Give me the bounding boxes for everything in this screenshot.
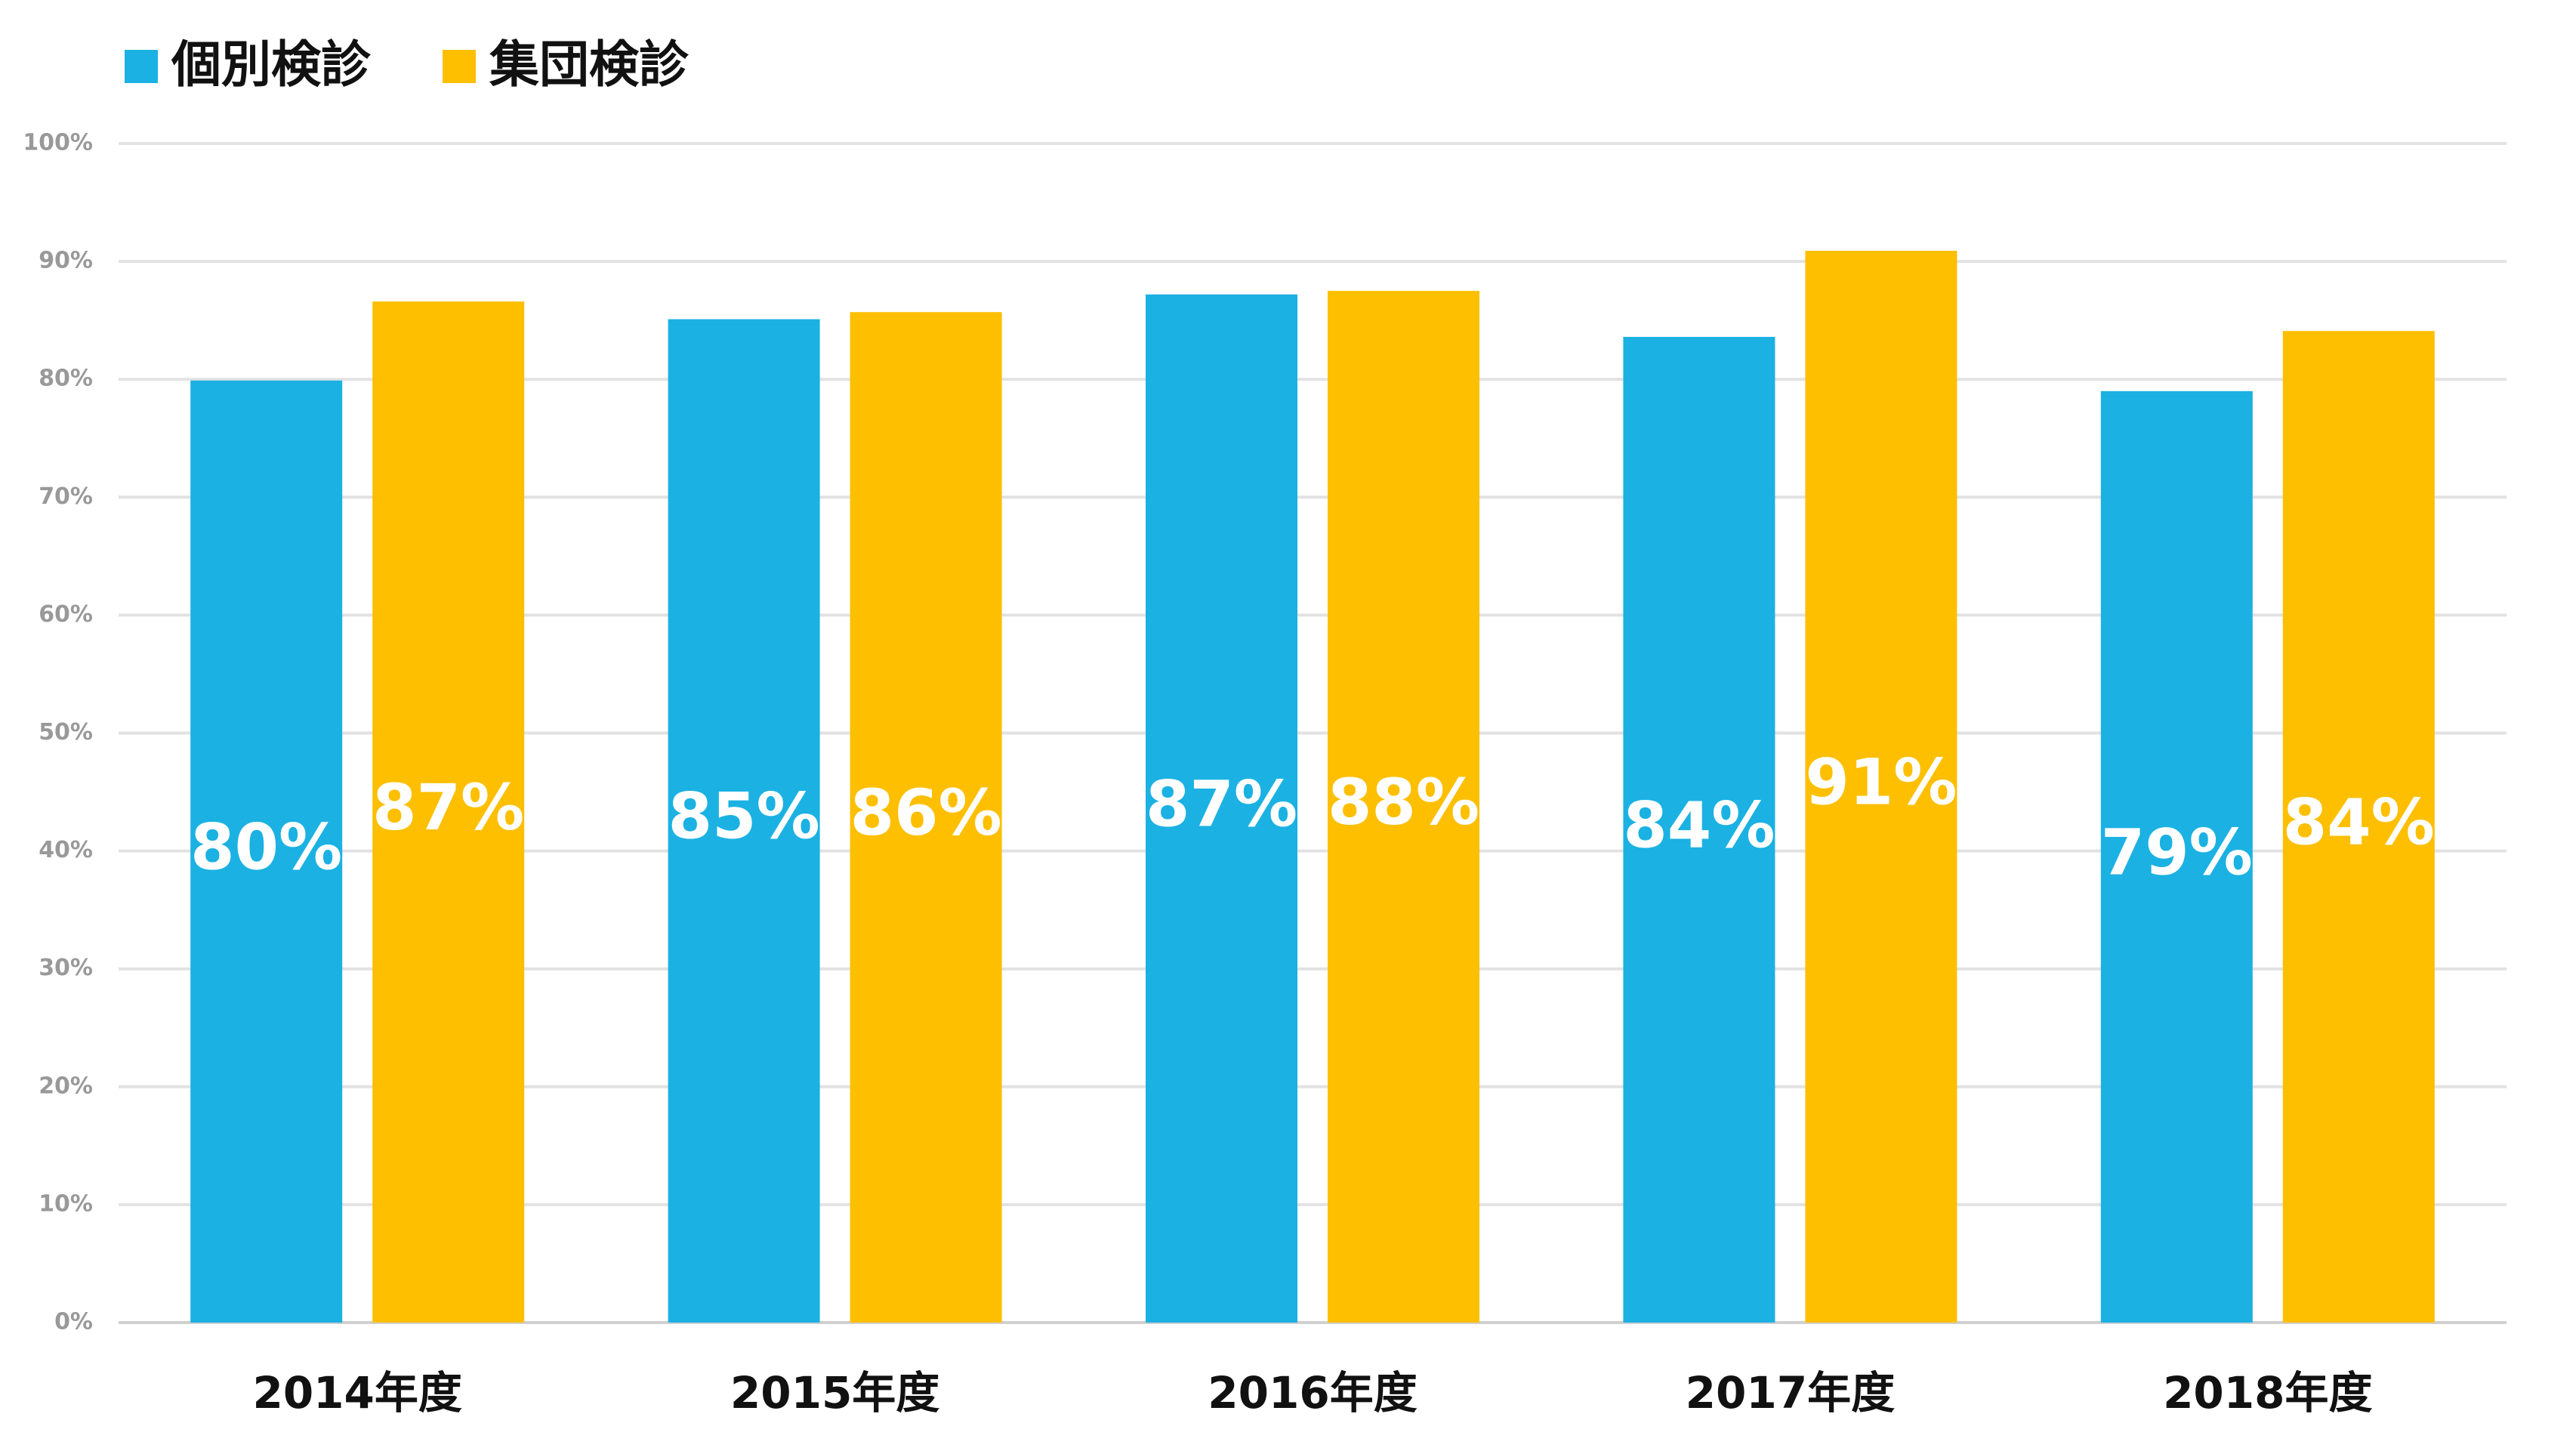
value-label: 80%: [190, 810, 342, 884]
value-label: 88%: [1328, 765, 1479, 839]
value-label: 91%: [1805, 745, 1957, 819]
value-label: 85%: [668, 779, 820, 854]
y-tick-label: 30%: [39, 955, 93, 981]
legend-swatch: [125, 50, 158, 83]
legend-label: 個別検診: [171, 36, 372, 94]
bar: [1805, 251, 1957, 1323]
value-label: 84%: [2283, 786, 2435, 860]
legend-label: 集団検診: [489, 36, 690, 94]
value-label: 84%: [1623, 788, 1775, 862]
legend-swatch: [443, 50, 476, 83]
y-tick-label: 50%: [39, 719, 93, 746]
y-tick-label: 80%: [39, 366, 93, 392]
x-tick-label: 2017年度: [1686, 1367, 1895, 1418]
bar: [668, 319, 820, 1323]
y-tick-label: 100%: [23, 130, 93, 156]
x-tick-label: 2014年度: [252, 1367, 461, 1418]
value-label: 79%: [2101, 815, 2253, 889]
bar: [1146, 294, 1297, 1323]
y-tick-label: 70%: [39, 483, 93, 510]
bar: [1623, 337, 1775, 1323]
bar: [1328, 291, 1479, 1323]
x-tick-label: 2018年度: [2163, 1367, 2372, 1418]
x-tick-label: 2016年度: [1208, 1367, 1417, 1418]
x-tick-label: 2015年度: [730, 1367, 939, 1418]
bar: [372, 301, 525, 1323]
y-tick-label: 40%: [39, 837, 93, 863]
bar: [2100, 391, 2253, 1323]
value-label: 86%: [850, 776, 1002, 850]
bar: [2282, 331, 2435, 1323]
bar: [850, 312, 1002, 1323]
y-tick-label: 90%: [39, 248, 93, 274]
value-label: 87%: [372, 770, 524, 844]
bar: [190, 380, 343, 1323]
value-label: 87%: [1146, 767, 1297, 841]
y-tick-label: 60%: [39, 601, 93, 628]
y-tick-label: 20%: [39, 1073, 93, 1099]
y-tick-label: 10%: [39, 1190, 93, 1217]
y-tick-label: 0%: [54, 1309, 93, 1335]
